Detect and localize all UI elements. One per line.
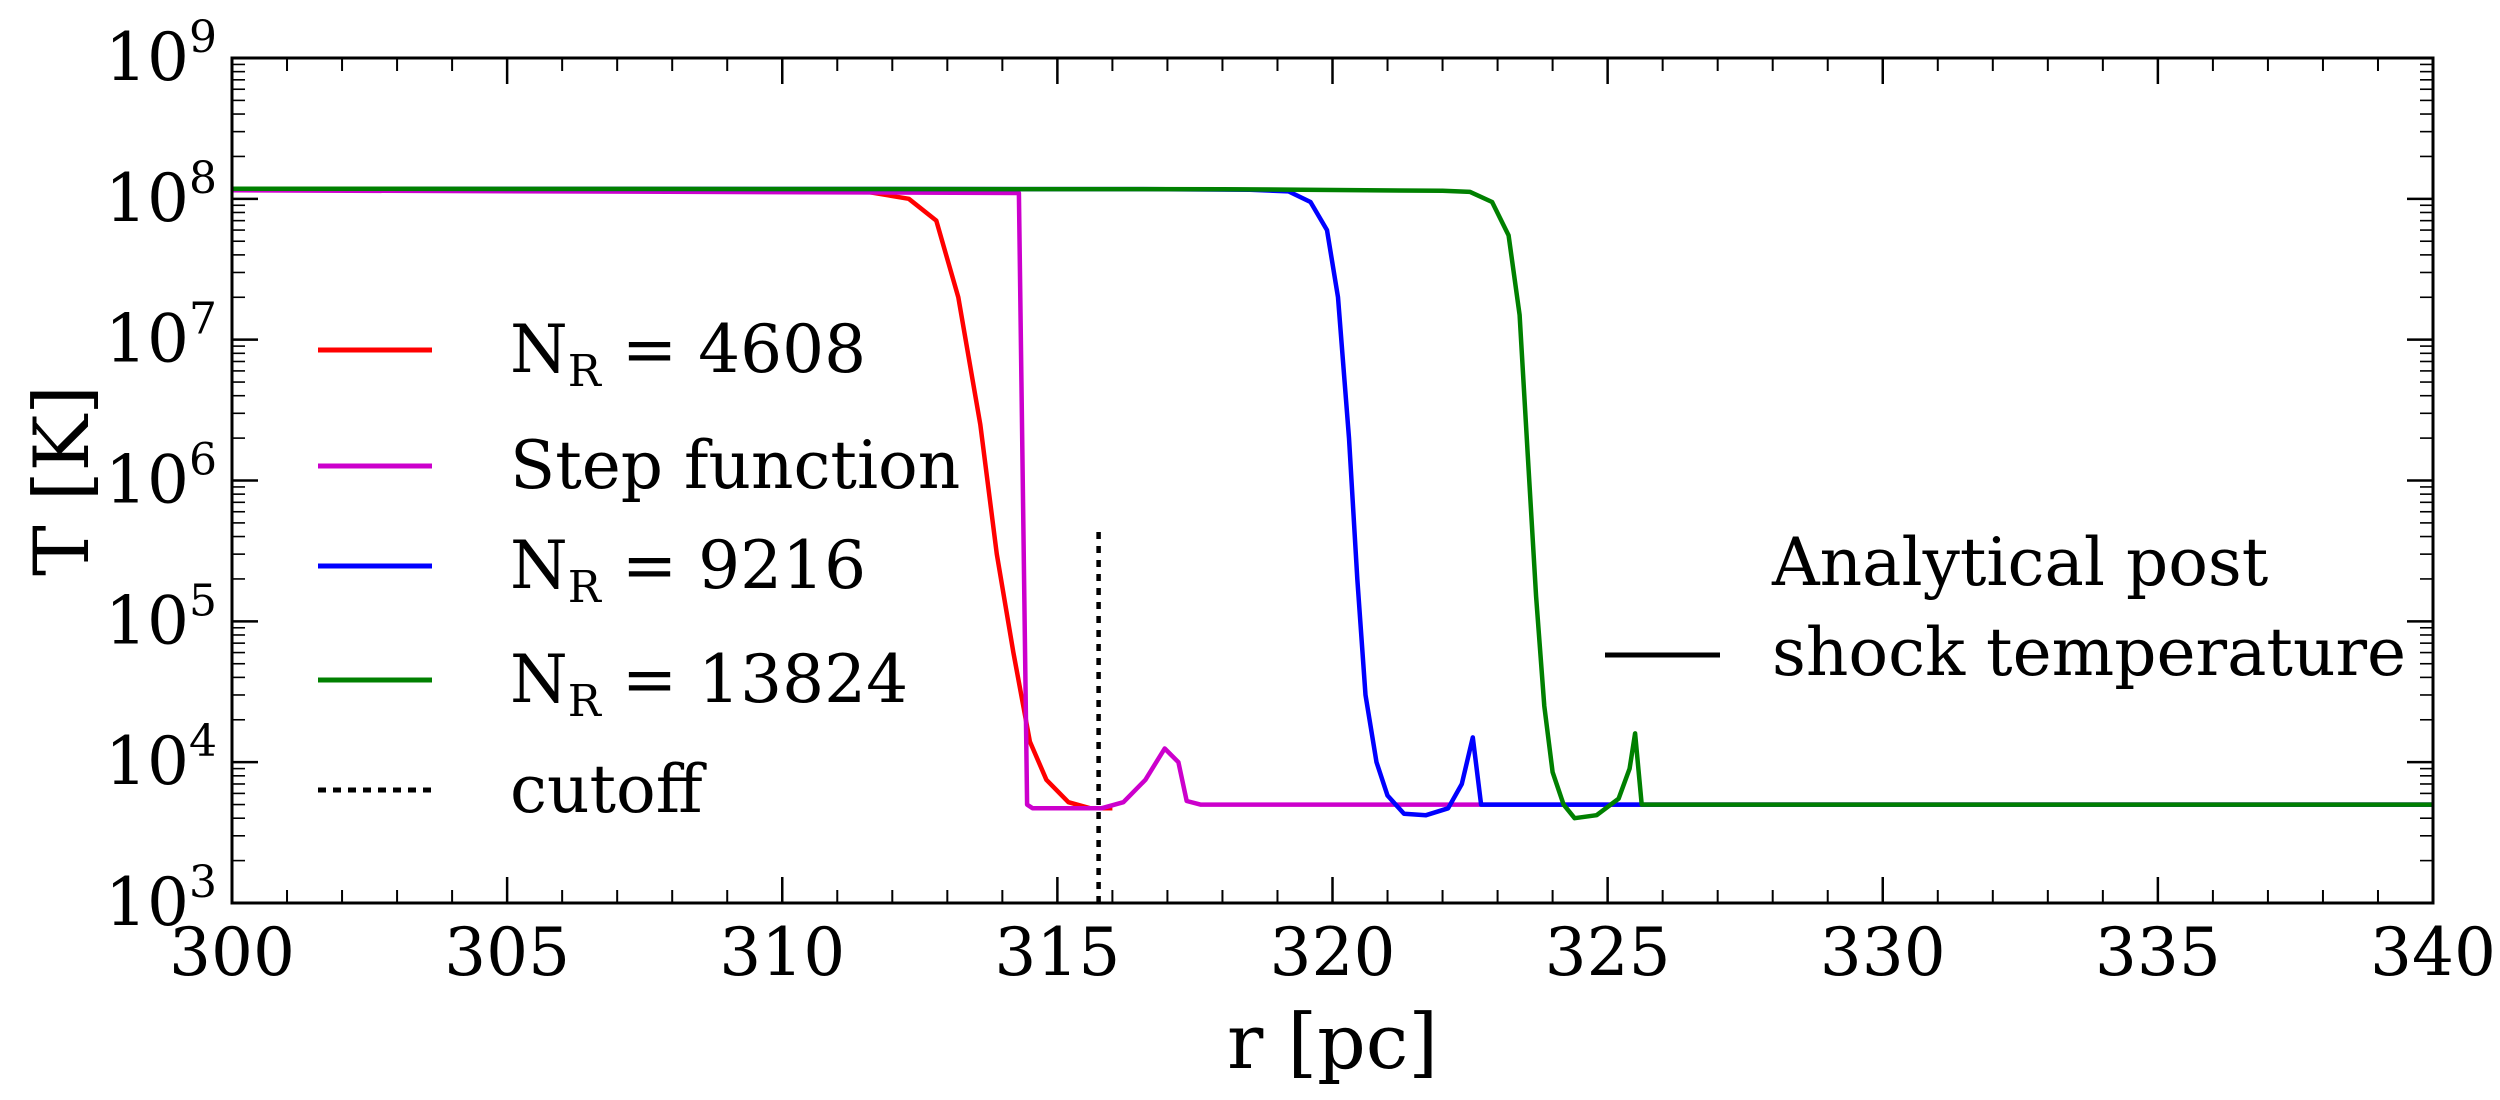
y-tick-label: 108 (105, 153, 217, 237)
y-tick-label: 109 (105, 12, 217, 96)
annotation-line-2: shock temperature (1772, 614, 2406, 691)
x-tick-label: 300 (169, 914, 295, 991)
series-line-n-r-13824 (231, 186, 2433, 821)
analytical-post-shock-annotation: Analytical post shock temperature (1605, 524, 2406, 691)
series-lines (231, 186, 2433, 903)
plot-area-frame (230, 56, 2435, 905)
x-tick-label: 305 (444, 914, 570, 991)
legend: NR = 4608 Step function NR = 9216 NR = 1382… (318, 311, 960, 828)
x-tick-label: 335 (2095, 914, 2221, 991)
legend-label: NR = 9216 (510, 527, 866, 613)
x-tick-label: 325 (1545, 914, 1671, 991)
y-tick-label: 105 (105, 575, 217, 659)
x-tick-label: 320 (1270, 914, 1396, 991)
annotation-line-1: Analytical post (1771, 524, 2268, 601)
y-tick-label: 107 (105, 294, 217, 378)
y-tick-label: 106 (105, 435, 217, 519)
x-tick-label: 340 (2370, 914, 2496, 991)
series-line-step-function (231, 188, 2433, 811)
x-tick-label: 315 (994, 914, 1120, 991)
legend-label: NR = 4608 (510, 311, 866, 397)
legend-label: NR = 13824 (510, 641, 908, 727)
legend-label: Step function (510, 427, 960, 504)
x-tick-label: 310 (719, 914, 845, 991)
y-axis-label: T [K] (17, 385, 106, 576)
y-tick-label: 104 (105, 716, 217, 800)
x-tick-label: 330 (1820, 914, 1946, 991)
y-tick-labels: 103 104 105 106 107 108 109 (105, 12, 217, 941)
tick-marks (230, 56, 2435, 905)
legend-label: cutoff (510, 751, 707, 828)
y-tick-label: 103 (105, 857, 217, 941)
x-axis-label: r [pc] (1227, 997, 1438, 1086)
x-tick-labels: 300 305 310 315 320 325 330 335 340 (169, 914, 2496, 991)
